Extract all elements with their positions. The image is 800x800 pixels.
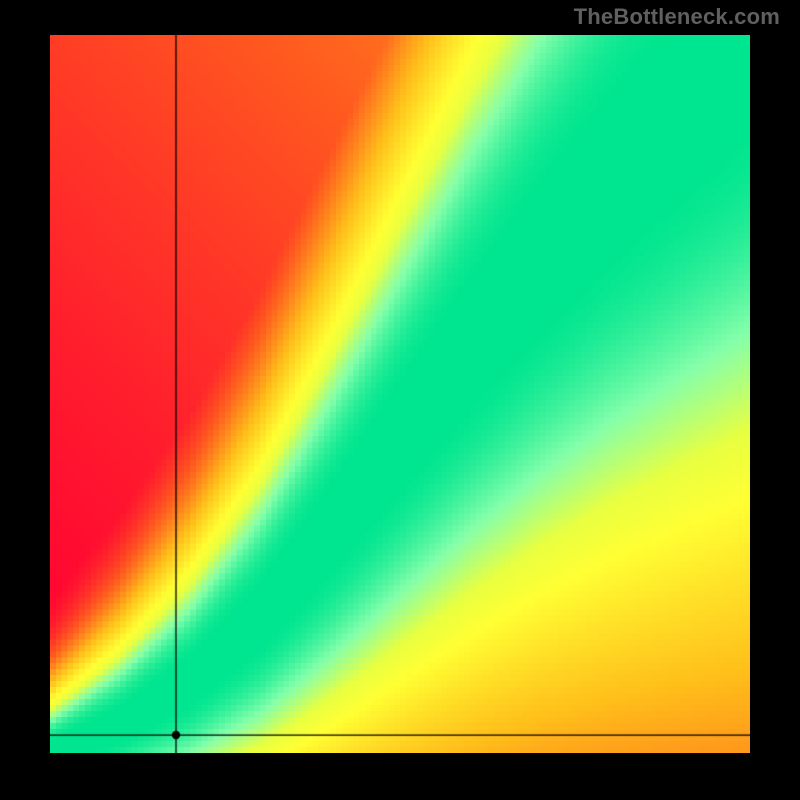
heatmap-canvas: [50, 35, 750, 753]
chart-container: TheBottleneck.com: [0, 0, 800, 800]
watermark-text: TheBottleneck.com: [574, 4, 780, 30]
plot-area: [50, 35, 750, 753]
